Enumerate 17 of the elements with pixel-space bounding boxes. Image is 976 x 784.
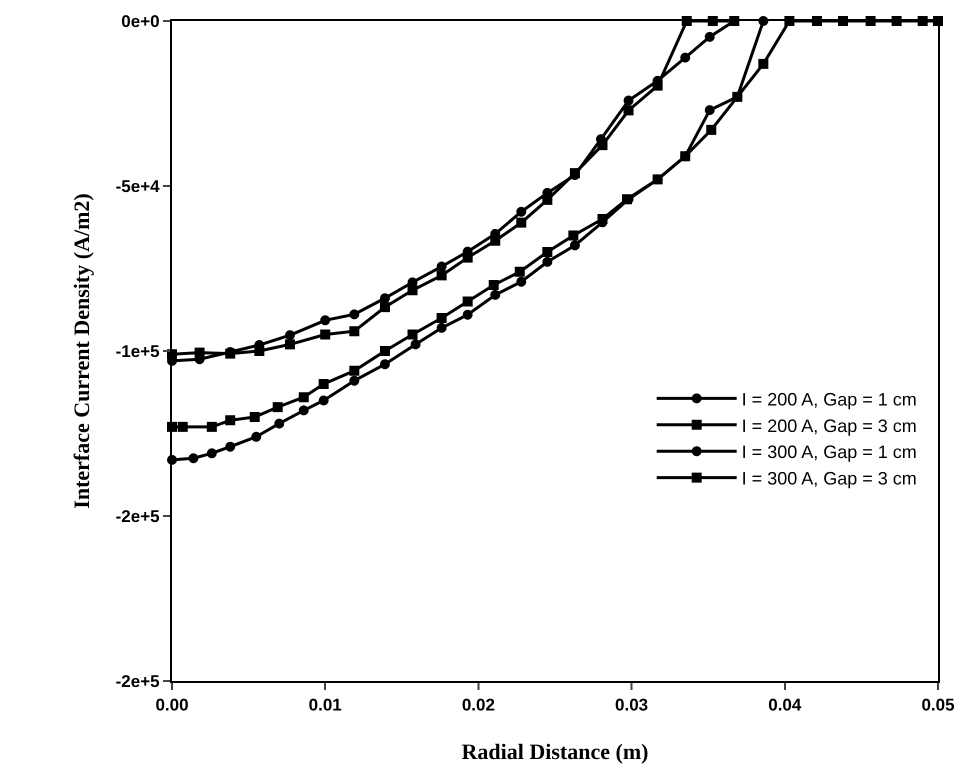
- x-tick-label: 0.02: [462, 695, 495, 714]
- x-axis-title: Radial Distance (m): [462, 738, 648, 764]
- legend-label: I = 200 A, Gap = 1 cm: [742, 389, 917, 410]
- y-tick-label: -2e+5: [116, 506, 160, 526]
- y-axis-title: Interface Current Density (A/m2): [68, 193, 94, 509]
- y-tick-label: -5e+4: [116, 176, 160, 196]
- legend-label: I = 300 A, Gap = 3 cm: [742, 468, 917, 489]
- x-tick-label: 0.03: [615, 695, 648, 714]
- y-tick-label: -1e+5: [116, 342, 160, 361]
- legend-label: I = 300 A, Gap = 1 cm: [742, 442, 917, 462]
- x-tick-label: 0.04: [768, 695, 802, 714]
- x-tick-label: 0.00: [155, 695, 189, 714]
- x-tick-label: 0.01: [308, 695, 342, 714]
- legend-label: I = 200 A, Gap = 3 cm: [742, 416, 917, 436]
- y-tick-label: -2e+5: [116, 672, 160, 691]
- y-tick-label: 0e+0: [121, 12, 160, 31]
- x-tick-label: 0.05: [921, 695, 955, 714]
